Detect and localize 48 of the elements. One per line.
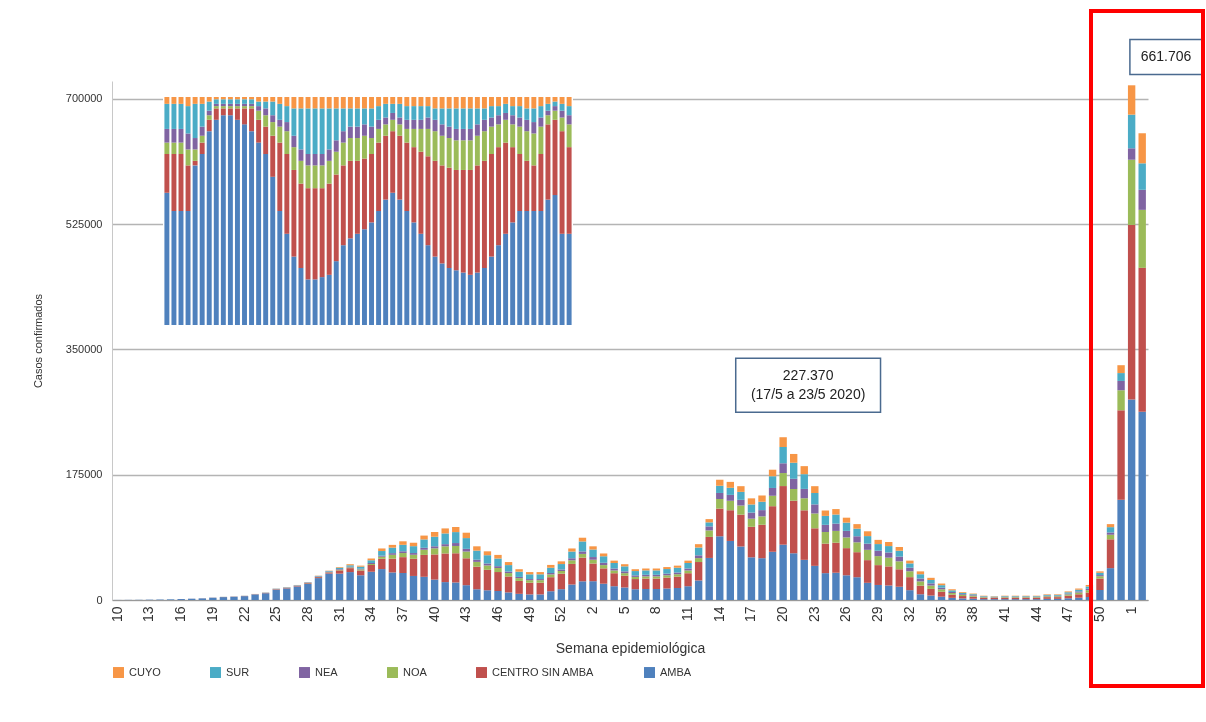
legend-label: SUR — [226, 665, 250, 678]
x-tick-label: 49 — [520, 606, 537, 623]
legend-label: CUYO — [129, 665, 162, 678]
x-tick-label: 35 — [932, 606, 949, 623]
x-tick-label: 32 — [900, 606, 917, 623]
x-tick-label: 34 — [362, 606, 379, 623]
y-tick-label: 350000 — [65, 342, 103, 355]
x-tick-label: 29 — [869, 606, 886, 623]
x-tick-label: 46 — [488, 606, 505, 623]
x-tick-label: 37 — [393, 606, 410, 623]
legend-label: NEA — [315, 665, 339, 678]
x-tick-label: 40 — [425, 606, 442, 623]
y-tick-label: 700000 — [65, 92, 103, 105]
legend-label: AMBA — [660, 665, 692, 678]
x-tick-label: 16 — [172, 606, 189, 623]
x-tick-label: 41 — [995, 606, 1012, 623]
x-tick-label: 31 — [330, 606, 347, 623]
x-tick-label: 47 — [1059, 606, 1076, 623]
x-tick-label: 1 — [1122, 606, 1139, 615]
x-tick-label: 5 — [615, 606, 632, 615]
x-tick-label: 10 — [108, 606, 125, 623]
legend-label: CENTRO SIN AMBA — [492, 665, 595, 678]
y-tick-label: 175000 — [65, 468, 103, 481]
y-tick-label: 0 — [96, 593, 103, 606]
x-tick-label: 43 — [457, 606, 474, 623]
x-tick-label: 19 — [203, 606, 220, 623]
x-tick-label: 50 — [1090, 606, 1107, 623]
x-tick-label: 38 — [964, 606, 981, 623]
y-axis-title: Casos confirmados — [31, 293, 44, 389]
x-tick-label: 22 — [235, 606, 252, 623]
x-tick-label: 13 — [140, 606, 157, 623]
x-tick-label: 17 — [742, 606, 759, 623]
x-tick-label: 23 — [805, 606, 822, 623]
x-tick-label: 25 — [267, 606, 284, 623]
x-tick-label: 26 — [837, 606, 854, 623]
x-tick-label: 14 — [710, 606, 727, 623]
legend-label: NOA — [403, 665, 428, 678]
x-tick-label: 2 — [584, 606, 601, 615]
x-tick-label: 8 — [647, 606, 664, 615]
text: 661.706 — [1140, 48, 1192, 64]
x-tick-label: 44 — [1027, 606, 1044, 623]
x-tick-label: 20 — [774, 606, 791, 623]
x-tick-label: 52 — [552, 606, 569, 623]
annotation: 227.370 (17/5 a 23/5 2020) — [750, 366, 866, 402]
y-tick-label: 525000 — [65, 217, 103, 230]
x-axis-title: Semana epidemiológica — [555, 640, 706, 657]
x-tick-label: 11 — [679, 606, 696, 622]
x-tick-label: 28 — [298, 606, 315, 623]
